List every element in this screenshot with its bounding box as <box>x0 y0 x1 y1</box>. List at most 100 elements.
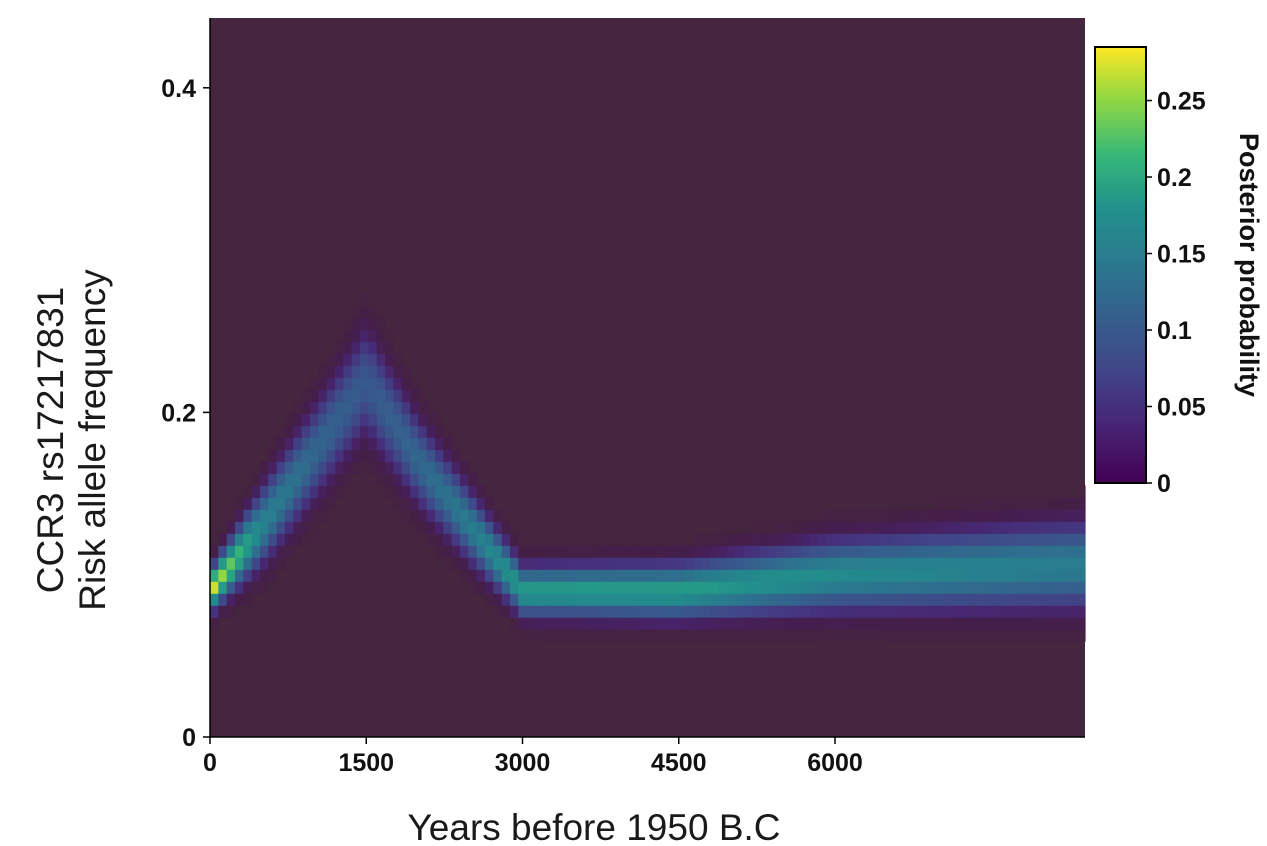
heatmap-cell <box>351 317 361 331</box>
heatmap-cell <box>601 605 611 618</box>
heatmap-cell <box>1076 533 1086 546</box>
heatmap-cell <box>835 593 844 606</box>
heatmap-cell <box>576 617 586 630</box>
heatmap-cell <box>393 365 403 379</box>
heatmap-cell <box>376 437 386 450</box>
heatmap-cell <box>260 521 269 534</box>
heatmap-cell <box>451 509 461 522</box>
heatmap-cell <box>410 389 419 403</box>
heatmap-cell <box>335 389 344 403</box>
x-tick-label: 6000 <box>807 749 863 777</box>
heatmap-cell <box>543 569 553 582</box>
heatmap-cell <box>610 545 619 558</box>
heatmap-cell <box>735 617 744 630</box>
x-tick-label: 0 <box>203 749 217 777</box>
heatmap-cell <box>710 545 719 558</box>
heatmap-cell <box>401 413 411 427</box>
heatmap-cell <box>343 425 353 439</box>
heatmap-cell <box>543 605 553 618</box>
heatmap-cell <box>1010 509 1019 522</box>
heatmap-cell <box>943 605 953 618</box>
heatmap-cell <box>676 545 686 558</box>
heatmap-cell <box>351 413 361 427</box>
heatmap-cell <box>635 581 644 594</box>
heatmap-cell <box>368 353 378 367</box>
heatmap-cell <box>993 617 1003 630</box>
heatmap-cell <box>443 533 453 546</box>
heatmap-cell <box>285 533 294 546</box>
heatmap-cell <box>385 437 394 450</box>
heatmap-cell <box>318 389 328 403</box>
heatmap-cell <box>318 497 328 510</box>
heatmap-cell <box>760 581 769 594</box>
heatmap-cell <box>543 557 553 570</box>
heatmap-cell <box>343 365 353 379</box>
heatmap-cell <box>376 461 386 474</box>
heatmap-cell <box>793 521 803 534</box>
heatmap-cell <box>801 605 811 618</box>
heatmap-cell <box>701 581 711 594</box>
heatmap-cell <box>793 557 803 570</box>
heatmap-cell <box>660 617 669 630</box>
heatmap-cell <box>226 569 236 582</box>
heatmap-cell <box>518 545 528 558</box>
heatmap-cells <box>210 293 1086 642</box>
heatmap-cell <box>518 593 528 606</box>
colorbar-tick-label: 0.15 <box>1157 241 1206 269</box>
heatmap-cell <box>493 581 503 594</box>
heatmap-cell <box>943 593 953 606</box>
heatmap-cell <box>943 581 953 594</box>
heatmap-cell <box>360 413 369 427</box>
heatmap-cell <box>785 569 794 582</box>
heatmap-cell <box>468 497 478 510</box>
heatmap-cell <box>576 581 586 594</box>
heatmap-cell <box>935 569 944 582</box>
heatmap-cell <box>851 617 861 630</box>
colorbar-tick-label: 0.05 <box>1157 394 1206 422</box>
heatmap-cell <box>385 425 394 439</box>
heatmap-cell <box>751 533 761 546</box>
heatmap-cell <box>360 293 369 307</box>
heatmap-cell <box>685 617 694 630</box>
heatmap-cell <box>360 449 369 462</box>
heatmap-cell <box>693 533 703 546</box>
heatmap-cell <box>976 593 986 606</box>
heatmap-cell <box>935 545 944 558</box>
heatmap-cell <box>710 569 719 582</box>
heatmap-cell <box>693 605 703 618</box>
colorbar: 0 0.05 0.1 0.15 0.2 0.25 Posterior probabilit… <box>1094 46 1264 498</box>
heatmap-cell <box>610 569 619 582</box>
heatmap-cell <box>893 521 903 534</box>
heatmap-cell <box>685 557 694 570</box>
heatmap-cell <box>660 557 669 570</box>
heatmap-cell <box>260 461 269 474</box>
colorbar-gradient <box>1094 46 1147 484</box>
y-axis-title-line-1: CCR3 rs17217831 <box>30 287 71 593</box>
heatmap-cell <box>393 377 403 391</box>
heatmap-cell <box>401 449 411 462</box>
heatmap-cell <box>901 617 911 630</box>
heatmap-cell <box>418 437 428 450</box>
x-tick-label: 4500 <box>651 749 707 777</box>
heatmap-cell <box>926 509 936 522</box>
heatmap-cell <box>260 473 269 486</box>
heatmap-cell <box>893 569 903 582</box>
heatmap-cell <box>551 617 561 630</box>
heatmap-cell <box>651 557 661 570</box>
y-axis-title: CCR3 rs17217831 Risk allele frequency <box>30 269 113 611</box>
heatmap-cell <box>810 593 819 606</box>
heatmap-cell <box>485 521 494 534</box>
heatmap-cell <box>385 401 394 415</box>
heatmap-cell <box>326 377 336 391</box>
heatmap-cell <box>818 581 828 594</box>
heatmap-cell <box>260 545 269 558</box>
heatmap-cell <box>1043 569 1053 582</box>
heatmap-cell <box>418 389 428 403</box>
heatmap-cell <box>376 425 386 439</box>
heatmap-cell <box>435 509 444 522</box>
heatmap-cell <box>443 509 453 522</box>
heatmap-cell <box>493 533 503 546</box>
heatmap-cell <box>943 569 953 582</box>
heatmap-cell <box>593 605 603 618</box>
heatmap-cell <box>910 557 919 570</box>
